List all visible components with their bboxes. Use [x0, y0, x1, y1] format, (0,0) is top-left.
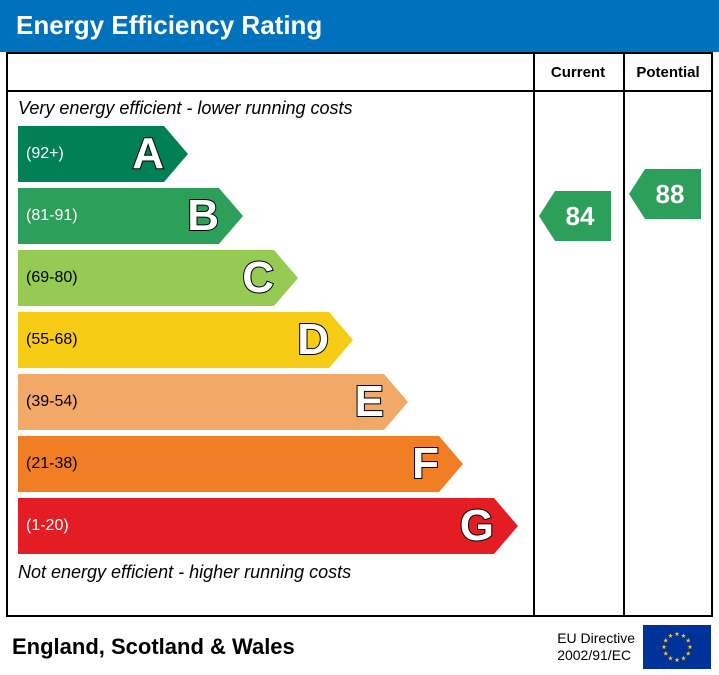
- band-letter-b: B: [187, 191, 219, 241]
- band-letter-g: G: [460, 501, 494, 551]
- band-bar-a: (92+) A: [18, 126, 188, 182]
- band-bar-e: (39-54) E: [18, 374, 408, 430]
- bars-region: Very energy efficient - lower running co…: [8, 92, 711, 615]
- directive-line1: EU Directive: [557, 630, 635, 647]
- band-letter-c: C: [242, 253, 274, 303]
- pointer-current-value: 84: [539, 201, 611, 232]
- directive-line2: 2002/91/EC: [557, 647, 635, 664]
- header-potential: Potential: [623, 54, 713, 92]
- band-letter-a: A: [132, 129, 164, 179]
- band-bar-c: (69-80) C: [18, 250, 298, 306]
- pointer-potential-value: 88: [629, 179, 701, 210]
- pointer-current: 84: [539, 191, 611, 241]
- column-header-row: Current Potential: [8, 54, 711, 92]
- band-bar-g: (1-20) G: [18, 498, 518, 554]
- directive-text: EU Directive 2002/91/EC: [557, 630, 635, 664]
- chart-area: Current Potential Very energy efficient …: [6, 52, 713, 617]
- band-range-c: (69-80): [26, 250, 78, 306]
- region-label: England, Scotland & Wales: [6, 634, 295, 660]
- band-letter-e: E: [355, 377, 384, 427]
- epc-chart: Energy Efficiency Rating Current Potenti…: [0, 0, 719, 675]
- band-range-b: (81-91): [26, 188, 78, 244]
- caption-top: Very energy efficient - lower running co…: [18, 98, 353, 119]
- footer: England, Scotland & Wales EU Directive 2…: [6, 619, 713, 675]
- pointer-potential: 88: [629, 169, 701, 219]
- band-letter-f: F: [412, 439, 439, 489]
- band-letter-d: D: [297, 315, 329, 365]
- band-range-f: (21-38): [26, 436, 78, 492]
- band-bar-f: (21-38) F: [18, 436, 463, 492]
- band-bar-d: (55-68) D: [18, 312, 353, 368]
- band-range-g: (1-20): [26, 498, 69, 554]
- eu-flag-icon: [643, 625, 711, 669]
- band-bar-b: (81-91) B: [18, 188, 243, 244]
- band-range-d: (55-68): [26, 312, 78, 368]
- chart-title: Energy Efficiency Rating: [16, 10, 322, 40]
- directive-block: EU Directive 2002/91/EC: [557, 625, 713, 669]
- band-range-e: (39-54): [26, 374, 78, 430]
- title-bar: Energy Efficiency Rating: [0, 0, 719, 52]
- caption-bottom: Not energy efficient - higher running co…: [18, 562, 351, 583]
- header-current: Current: [533, 54, 623, 92]
- band-range-a: (92+): [26, 126, 64, 182]
